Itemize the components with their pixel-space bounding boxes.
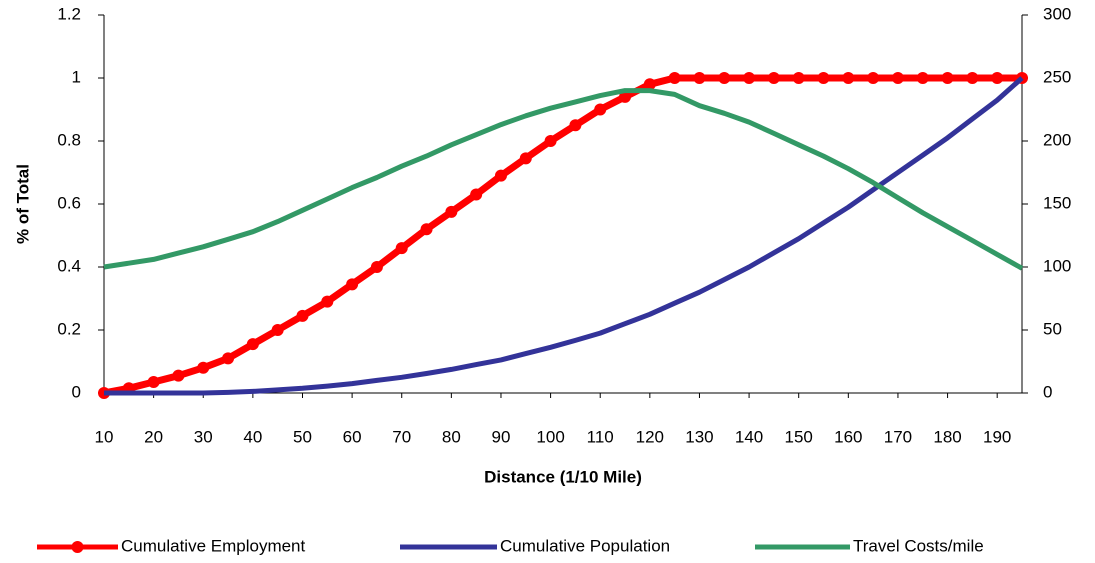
series-marker [643,78,656,91]
y-tick-label: 0.2 [57,319,81,338]
series-marker [420,223,433,236]
x-tick-label: 160 [834,427,862,446]
series-marker [916,72,929,84]
series-marker [544,135,557,147]
series-marker [743,72,756,84]
x-tick-label: 170 [884,427,912,446]
series-marker [197,361,210,374]
x-tick-label: 120 [636,427,664,446]
y-axis-title: % of Total [13,164,32,244]
series-marker [693,72,706,84]
series-marker [767,72,780,84]
series-marker [668,72,681,84]
series-marker [966,72,979,84]
x-tick-label: 20 [144,427,163,446]
y-tick-label: 0.6 [57,193,81,212]
series-marker [321,295,334,308]
series-marker [172,369,185,382]
y-tick-label: 0.4 [57,256,81,275]
series-marker [867,72,880,84]
series-marker [445,205,458,218]
series-marker [470,188,483,201]
x-tick-label: 90 [492,427,511,446]
series-marker [222,352,235,365]
y2-tick-label: 300 [1043,4,1071,23]
series-marker [842,72,855,84]
series-marker [941,72,954,84]
legend-label: Cumulative Population [500,536,670,555]
y-tick-label: 1.2 [57,4,81,23]
series-marker [569,119,582,132]
y2-tick-label: 150 [1043,193,1071,212]
legend-label: Cumulative Employment [121,536,306,555]
x-tick-label: 50 [293,427,312,446]
x-tick-label: 30 [194,427,213,446]
legend-label: Travel Costs/mile [853,536,984,555]
series-marker [718,72,731,84]
y2-tick-label: 0 [1043,382,1052,401]
x-tick-label: 60 [343,427,362,446]
series-marker [619,90,632,103]
series-marker [346,278,359,291]
x-tick-label: 40 [243,427,262,446]
y-tick-label: 1 [72,67,81,86]
series-marker [370,261,383,273]
y2-tick-label: 200 [1043,130,1071,149]
series-marker [891,72,904,84]
series-line [104,76,1024,396]
x-tick-label: 130 [685,427,713,446]
series-marker [594,103,607,116]
y2-tick-label: 100 [1043,256,1071,275]
y-tick-label: 0.8 [57,130,81,149]
series-marker [991,72,1004,84]
series-marker [519,152,532,165]
x-tick-label: 70 [392,427,411,446]
legend-marker [71,541,84,553]
y2-tick-label: 50 [1043,319,1062,338]
series-line [103,88,1024,271]
y2-tick-label: 250 [1043,67,1071,86]
series-marker [817,72,830,84]
y-tick-label: 0 [72,382,81,401]
series-marker [792,72,805,84]
series-marker [246,338,259,351]
x-tick-label: 110 [587,427,614,446]
x-tick-label: 140 [735,427,763,446]
series-marker [395,242,408,255]
x-tick-label: 100 [536,427,564,446]
x-tick-label: 180 [933,427,961,446]
x-tick-label: 190 [983,427,1011,446]
x-tick-label: 10 [95,427,114,446]
x-axis-title: Distance (1/10 Mile) [484,467,642,486]
x-tick-label: 80 [442,427,461,446]
series-marker [494,169,507,182]
series-marker [271,324,284,336]
x-tick-label: 150 [785,427,813,446]
series-marker [147,375,160,388]
series-marker [296,309,309,322]
